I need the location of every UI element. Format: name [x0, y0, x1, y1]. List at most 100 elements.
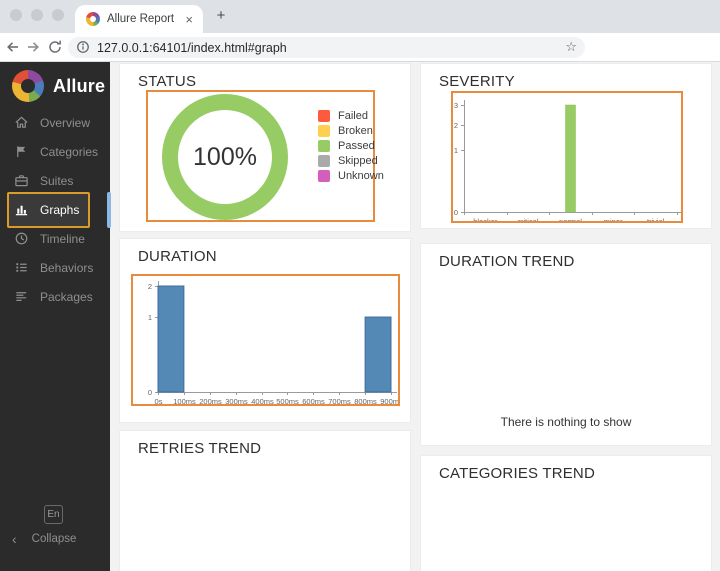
sidebar-item-behaviors[interactable]: Behaviors: [0, 253, 110, 282]
allure-report-app: Allure Overview Categories Suites Graphs Tim…: [0, 62, 720, 571]
flag-icon: [17, 146, 26, 158]
svg-text:1: 1: [148, 313, 152, 322]
svg-text:500ms: 500ms: [276, 397, 299, 404]
legend-swatch: [318, 154, 330, 167]
sidebar-item-label: Behaviors: [40, 260, 94, 275]
svg-text:1: 1: [454, 146, 458, 155]
reload-icon[interactable]: [45, 37, 65, 57]
allure-brand[interactable]: Allure: [12, 70, 105, 102]
svg-text:2: 2: [148, 282, 152, 291]
browser-toolbar: 127.0.0.1:64101/index.html#graph ☆ D: [0, 33, 720, 89]
legend-item-passed[interactable]: Passed: [318, 139, 384, 152]
align-left-icon: [16, 292, 27, 301]
svg-text:2: 2: [454, 121, 458, 130]
svg-text:trivial: trivial: [647, 217, 665, 221]
legend-swatch: [318, 139, 330, 152]
sidebar-nav: Overview Categories Suites Graphs Timeline Be…: [0, 108, 110, 311]
svg-text:600ms: 600ms: [302, 397, 325, 404]
legend-item-skipped[interactable]: Skipped: [318, 154, 384, 167]
severity-bar-bar-normal[interactable]: [565, 104, 576, 213]
sidebar-item-label: Categories: [40, 144, 99, 159]
legend-item-broken[interactable]: Broken: [318, 124, 384, 137]
sidebar-item-graphs[interactable]: Graphs: [0, 191, 110, 228]
sidebar-item-label: Overview: [40, 115, 91, 130]
duration-panel-title: DURATION: [138, 248, 217, 265]
svg-text:800ms: 800ms: [354, 397, 377, 404]
sidebar: Allure Overview Categories Suites Graphs Tim…: [0, 62, 110, 571]
tab-title: Allure Report: [107, 13, 175, 25]
window-zoom-button[interactable]: [52, 9, 64, 21]
severity-chart[interactable]: 0 1 2 3 blocker critical normal minor trivial: [451, 91, 683, 223]
svg-text:300ms: 300ms: [225, 397, 248, 404]
svg-text:200ms: 200ms: [199, 397, 222, 404]
status-chart[interactable]: 100% Failed Broken Passed Skipped Unknown: [146, 90, 384, 222]
duration-bar-bin-0[interactable]: [157, 285, 185, 393]
retries-trend-panel-title: RETRIES TREND: [138, 440, 262, 457]
svg-text:900ms: 900ms: [380, 397, 398, 404]
legend-label: Broken: [338, 124, 373, 137]
duration-bar-bin-8[interactable]: [364, 316, 392, 393]
duration-trend-panel: DURATION TREND There is nothing to show: [420, 243, 712, 446]
severity-bar-svg: 0 1 2 3 blocker critical normal minor trivial: [454, 100, 681, 221]
sidebar-item-timeline[interactable]: Timeline: [0, 224, 110, 253]
url-text[interactable]: 127.0.0.1:64101/index.html#graph: [97, 41, 287, 55]
forward-icon[interactable]: [23, 37, 43, 57]
bookmark-star-icon[interactable]: ☆: [565, 39, 577, 54]
home-icon: [15, 116, 28, 128]
sidebar-item-label: Suites: [40, 173, 74, 188]
legend-label: Failed: [338, 109, 368, 122]
svg-text:3: 3: [454, 101, 458, 110]
window-close-button[interactable]: [10, 9, 22, 21]
retries-trend-panel: RETRIES TREND: [119, 430, 411, 571]
sidebar-item-packages[interactable]: Packages: [0, 282, 110, 311]
sidebar-item-categories[interactable]: Categories: [0, 137, 110, 166]
back-icon[interactable]: [3, 37, 23, 57]
tab-close-icon[interactable]: ×: [185, 11, 193, 27]
sidebar-item-suites[interactable]: Suites: [0, 166, 110, 195]
window-minimize-button[interactable]: [31, 9, 43, 21]
url-bar[interactable]: 127.0.0.1:64101/index.html#graph ☆: [68, 37, 585, 58]
legend-item-failed[interactable]: Failed: [318, 109, 384, 122]
briefcase-icon: [15, 175, 28, 187]
status-panel-title: STATUS: [138, 73, 197, 90]
sidebar-item-label: Packages: [40, 289, 93, 304]
sidebar-item-label: Graphs: [40, 202, 80, 217]
duration-trend-panel-title: DURATION TREND: [439, 253, 575, 270]
collapse-label: Collapse: [31, 533, 77, 545]
duration-chart[interactable]: 0 1 2 0s 100ms 200ms 300ms 400ms 500ms 600ms 700ms…: [131, 274, 400, 406]
browser-tab[interactable]: Allure Report ×: [75, 5, 203, 33]
svg-text:100ms: 100ms: [173, 397, 196, 404]
categories-trend-panel: CATEGORIES TREND: [420, 455, 712, 571]
svg-text:critical: critical: [517, 217, 539, 221]
status-percentage: 100%: [193, 142, 257, 171]
status-panel: STATUS 100% Failed Broken Passed Skipped Unk…: [119, 63, 411, 232]
brand-name: Allure: [53, 75, 106, 96]
legend-swatch: [318, 169, 330, 182]
categories-trend-panel-title: CATEGORIES TREND: [439, 465, 595, 482]
status-donut-chart[interactable]: 100%: [162, 94, 288, 220]
chevron-left-icon: ‹: [12, 531, 17, 547]
severity-panel-title: SEVERITY: [439, 73, 515, 90]
language-button[interactable]: En: [44, 505, 63, 524]
svg-text:minor: minor: [604, 217, 623, 221]
svg-text:normal: normal: [559, 217, 582, 221]
legend-label: Skipped: [338, 154, 378, 167]
graphs-page: STATUS 100% Failed Broken Passed Skipped Unk…: [110, 62, 720, 571]
svg-text:400ms: 400ms: [251, 397, 274, 404]
allure-logo-icon: [12, 70, 44, 102]
new-tab-button[interactable]: +: [216, 7, 226, 24]
allure-favicon-icon: [86, 12, 100, 26]
active-nav-indicator: [107, 192, 111, 228]
legend-item-unknown[interactable]: Unknown: [318, 169, 384, 182]
svg-text:0s: 0s: [155, 397, 163, 404]
sidebar-item-label: Timeline: [40, 231, 85, 246]
collapse-button[interactable]: ‹ Collapse: [12, 532, 76, 546]
legend-label: Unknown: [338, 169, 384, 182]
legend-label: Passed: [338, 139, 375, 152]
svg-text:0: 0: [148, 388, 152, 397]
legend-swatch: [318, 124, 330, 137]
duration-bar-svg: 0 1 2 0s 100ms 200ms 300ms 400ms 500ms 600ms 700ms…: [148, 281, 398, 404]
bar-chart-icon: [15, 205, 28, 216]
site-info-icon[interactable]: [76, 40, 90, 59]
sidebar-item-overview[interactable]: Overview: [0, 108, 110, 137]
